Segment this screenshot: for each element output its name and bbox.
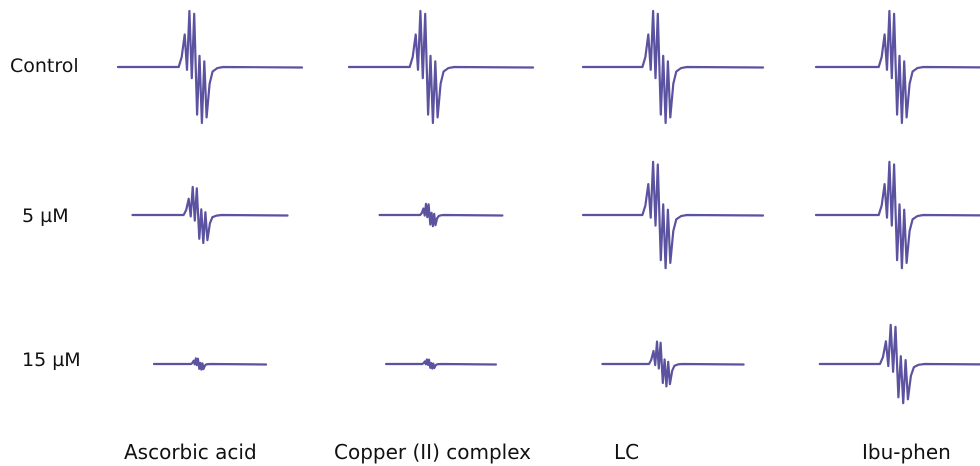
trace-control-copper-ii-complex — [347, 9, 535, 125]
column-label-ascorbic-acid: Ascorbic acid — [124, 440, 257, 464]
column-label-lc: LC — [614, 440, 639, 464]
trace-15uM-lc — [601, 340, 745, 388]
row-label-control: Control — [10, 55, 79, 77]
column-label-copper-ii-complex: Copper (II) complex — [334, 440, 531, 464]
trace-5uM-ascorbic-acid — [131, 185, 289, 245]
column-labels: Ascorbic acid Copper (II) complex LC Ibu… — [124, 440, 951, 464]
trace-5uM-copper-ii-complex — [378, 202, 504, 228]
row-label-5uM: 5 µM — [22, 205, 69, 227]
trace-5uM-lc — [581, 160, 765, 270]
trace-15uM-ibu-phen — [818, 323, 980, 405]
trace-control-ascorbic-acid — [116, 9, 304, 125]
trace-control-lc — [581, 9, 765, 125]
trace-15uM-copper-ii-complex — [385, 358, 497, 370]
row-labels: Control 5 µM 15 µM — [10, 55, 81, 371]
row-label-15uM: 15 µM — [22, 349, 81, 371]
spectrum-traces — [116, 9, 980, 405]
trace-control-ibu-phen — [814, 9, 980, 125]
column-label-ibu-phen: Ibu-phen — [862, 440, 951, 464]
trace-15uM-ascorbic-acid — [152, 357, 268, 371]
trace-5uM-ibu-phen — [814, 160, 980, 270]
